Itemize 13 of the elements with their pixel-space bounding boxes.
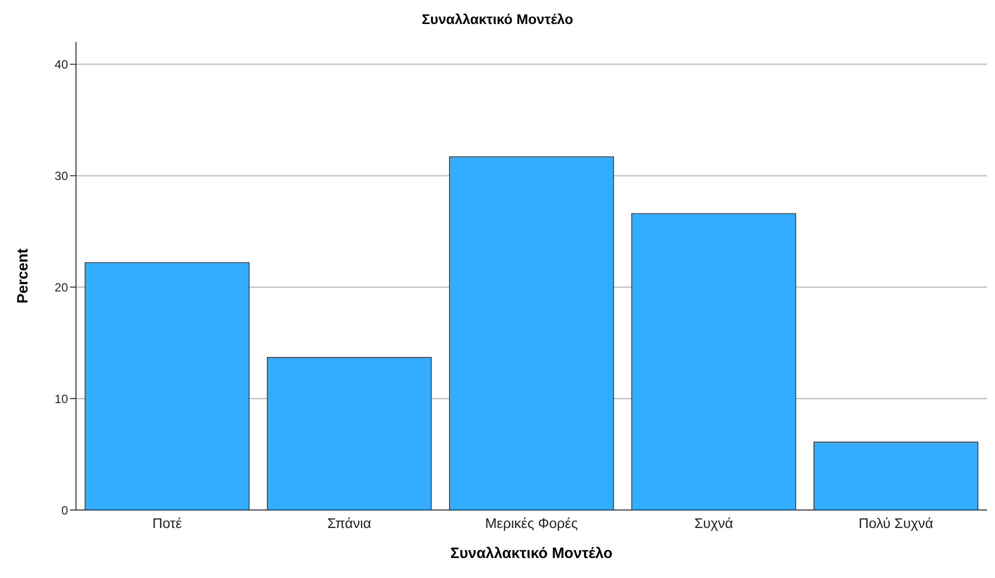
x-axis-title: Συναλλακτικό Μοντέλο xyxy=(450,545,613,562)
y-tick-label: 30 xyxy=(54,168,68,183)
x-tick-label: Ποτέ xyxy=(152,514,182,531)
y-tick-label: 10 xyxy=(54,392,68,406)
x-tick-label: Πολύ Συχνά xyxy=(858,514,934,531)
chart-title: Συναλλακτικό Μοντέλο xyxy=(420,10,574,29)
x-tick-label: Σπάνια xyxy=(327,514,372,531)
y-tick-label: 0 xyxy=(61,503,68,518)
y-axis-title: Percent xyxy=(14,248,32,304)
y-tick-label: 40 xyxy=(54,58,68,72)
x-tick-label: Μερικές Φορές xyxy=(485,514,578,531)
y-tick-label: 20 xyxy=(54,280,68,294)
x-tick-label: Συχνά xyxy=(694,514,734,531)
